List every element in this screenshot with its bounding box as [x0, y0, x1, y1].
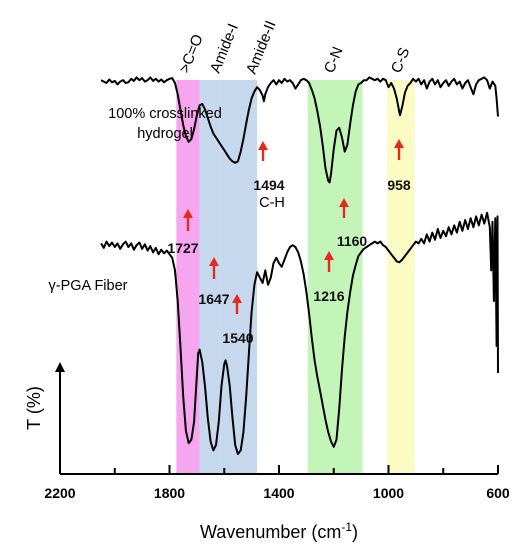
band-label-2: Amide-II — [243, 18, 280, 76]
y-axis-title: T (%) — [24, 386, 44, 430]
series-label-0-line-0: 100% crosslinked — [108, 106, 222, 122]
x-tick-label-1400: 1400 — [263, 485, 294, 501]
peak-arrow-1647 — [209, 257, 219, 279]
peak-arrow-1216 — [324, 251, 334, 272]
band-label-0: >C=O — [176, 32, 207, 75]
peak-arrow-1160 — [339, 198, 349, 218]
x-tick-label-1000: 1000 — [373, 485, 404, 501]
axes: 2200 1800 1400 1000 600 Wavenumber (cm-1) T (%… — [24, 362, 510, 542]
peak-label-1160: 1160 — [337, 233, 368, 249]
band-2 — [220, 80, 258, 474]
peak-arrow-1494 — [258, 141, 268, 161]
peak-arrows — [183, 139, 404, 314]
band-label-1: Amide-I — [207, 21, 242, 75]
x-tick-label-2200: 2200 — [44, 485, 75, 501]
series-label-1-line-0: γ-PGA Fiber — [49, 278, 128, 294]
spectra — [100, 76, 499, 455]
peak-label-1216: 1216 — [313, 288, 344, 304]
peak-arrow-1727 — [183, 209, 193, 231]
band-highlights — [176, 80, 415, 474]
band-4 — [387, 80, 415, 474]
series-line-1 — [100, 211, 499, 455]
y-axis-arrow — [55, 362, 65, 474]
peak-label-1647: 1647 — [198, 291, 229, 307]
peak-sublabel-1494: C-H — [259, 195, 285, 211]
peak-label-1494: 1494 — [253, 177, 284, 193]
x-tick-label-600: 600 — [486, 485, 510, 501]
series-line-0 — [100, 76, 499, 184]
peak-label-1727: 1727 — [167, 240, 198, 256]
band-label-3: C-N — [321, 44, 347, 75]
x-tick-label-1800: 1800 — [154, 485, 185, 501]
band-label-4: C-S — [388, 45, 413, 75]
peak-label-1540: 1540 — [222, 330, 253, 346]
series-label-0-line-1: hydrogel — [137, 126, 193, 142]
peak-arrow-1540 — [232, 294, 242, 314]
peak-arrow-958 — [394, 139, 404, 160]
x-axis-title: Wavenumber (cm-1) — [200, 520, 358, 542]
peak-label-958: 958 — [387, 177, 411, 193]
